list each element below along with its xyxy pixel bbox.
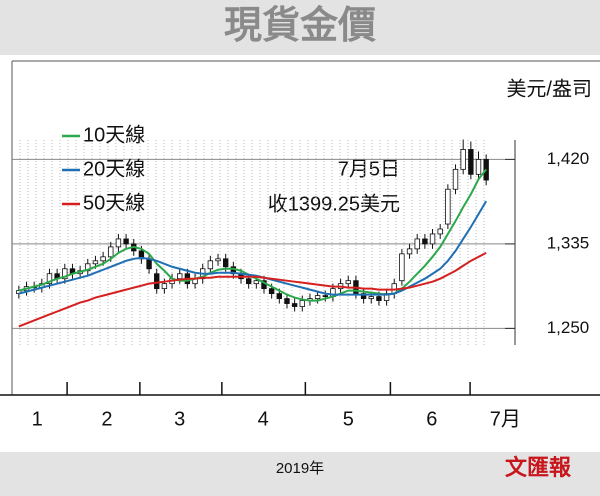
y-tick-label: 1,335 xyxy=(547,233,590,252)
legend-label: 10天線 xyxy=(83,123,145,146)
x-tick-label: 4 xyxy=(258,408,269,430)
ma-line xyxy=(18,168,487,302)
title-band xyxy=(0,0,600,55)
candle-body xyxy=(345,280,351,285)
candle-body xyxy=(445,188,451,225)
y-tick-label: 1,250 xyxy=(547,318,590,337)
x-tick-label: 6 xyxy=(426,408,437,430)
dotted-grid xyxy=(19,140,485,345)
candle-body xyxy=(100,256,106,262)
candle-body xyxy=(268,288,275,295)
candle-body xyxy=(452,168,459,190)
legend-label: 20天線 xyxy=(83,157,145,180)
candle-body xyxy=(207,260,214,270)
footer: 2019年 xyxy=(276,460,324,477)
candle-body xyxy=(222,258,229,268)
candle-body xyxy=(322,295,328,297)
x-tick-label: 5 xyxy=(343,408,354,430)
candle-body xyxy=(291,303,298,307)
annotation: 收1399.25美元 xyxy=(268,192,400,215)
candle-body xyxy=(92,260,99,265)
unit-label: 美元/盎司 xyxy=(506,77,592,100)
candle-body xyxy=(429,233,436,245)
candle-body xyxy=(146,258,152,270)
candle-body xyxy=(406,248,413,255)
candle-body xyxy=(414,238,420,250)
logo: 文匯報 xyxy=(505,455,572,481)
candle-body xyxy=(468,149,474,175)
x-tick-label: 2 xyxy=(101,408,112,430)
candle-body xyxy=(46,273,53,285)
candle-body xyxy=(437,228,443,235)
legend-label: 50天線 xyxy=(83,191,145,214)
candle-body xyxy=(215,258,221,262)
candle-body xyxy=(460,149,466,170)
x-tick-label: 3 xyxy=(174,408,185,430)
candle-body xyxy=(154,273,160,290)
candle-body xyxy=(422,238,428,245)
candle-body xyxy=(161,283,168,290)
candle-body xyxy=(399,253,405,282)
footer-band xyxy=(0,452,600,496)
candle-body xyxy=(115,238,122,248)
candle-body xyxy=(284,298,290,304)
candle-body xyxy=(475,159,482,175)
x-tick-label: 7月 xyxy=(490,408,521,430)
candle-body xyxy=(253,280,260,285)
candle-body xyxy=(299,300,305,307)
candle-body xyxy=(62,268,68,280)
candle-body xyxy=(245,278,252,285)
candle-body xyxy=(123,238,129,245)
annotation: 7月5日 xyxy=(338,158,400,180)
candle-body xyxy=(108,246,114,258)
candle-body xyxy=(177,273,183,280)
y-tick-label: 1,420 xyxy=(547,149,590,168)
candle-body xyxy=(376,296,382,301)
ma-line xyxy=(18,251,487,328)
candle-body xyxy=(276,293,283,299)
chart-title: 現貨金價 xyxy=(224,4,376,47)
candle-body xyxy=(314,295,321,299)
candle-body xyxy=(368,296,374,299)
x-tick-label: 1 xyxy=(32,408,43,430)
